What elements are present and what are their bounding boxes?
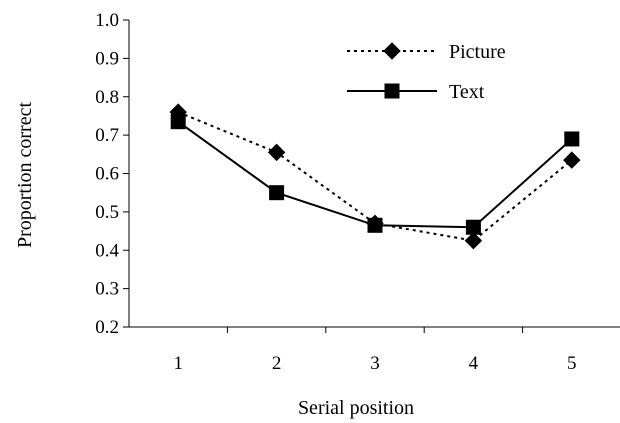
y-tick-label: 0.5 <box>95 202 119 223</box>
x-tick-label: 3 <box>370 353 380 374</box>
x-tick-label: 4 <box>469 353 479 374</box>
legend-label: Picture <box>449 41 506 63</box>
x-tick-label: 5 <box>567 353 577 374</box>
y-tick-label: 0.9 <box>95 48 119 69</box>
legend-item-picture: Picture <box>347 41 506 63</box>
legend-item-text: Text <box>347 81 485 103</box>
legend-label: Text <box>449 81 485 103</box>
data-point-text <box>564 131 580 147</box>
axes <box>128 20 620 328</box>
y-tick-label: 0.8 <box>95 87 119 108</box>
y-tick-label: 0.7 <box>95 125 119 146</box>
y-tick-label: 0.3 <box>95 279 119 300</box>
legend: Picture Text <box>347 41 506 103</box>
y-tick-label: 0.2 <box>95 317 119 338</box>
y-tick-label: 0.4 <box>95 240 119 261</box>
x-axis-ticks: 1 2 3 4 5 <box>173 327 577 374</box>
legend-marker-diamond <box>383 42 401 60</box>
x-axis-title: Serial position <box>298 397 414 419</box>
data-point-text <box>269 185 285 201</box>
series-text <box>170 114 580 235</box>
data-point-picture <box>464 231 483 250</box>
series-layer <box>169 103 581 250</box>
series-line-text <box>177 120 573 229</box>
data-point-picture <box>267 143 286 162</box>
data-point-text <box>465 219 481 235</box>
y-axis-title: Proportion correct <box>14 102 36 249</box>
x-tick-label: 1 <box>173 353 183 374</box>
data-point-text <box>170 114 186 130</box>
x-tick-label: 2 <box>272 353 282 374</box>
legend-marker-square <box>384 83 400 99</box>
series-line-picture <box>177 111 573 242</box>
y-tick-label: 1.0 <box>95 10 119 31</box>
data-point-text <box>367 217 383 233</box>
y-tick-label: 0.6 <box>95 164 119 185</box>
data-point-picture <box>563 151 581 169</box>
y-axis-ticks: 0.2 0.3 0.4 0.5 0.6 0.7 0.8 0.9 1.0 <box>95 10 129 338</box>
